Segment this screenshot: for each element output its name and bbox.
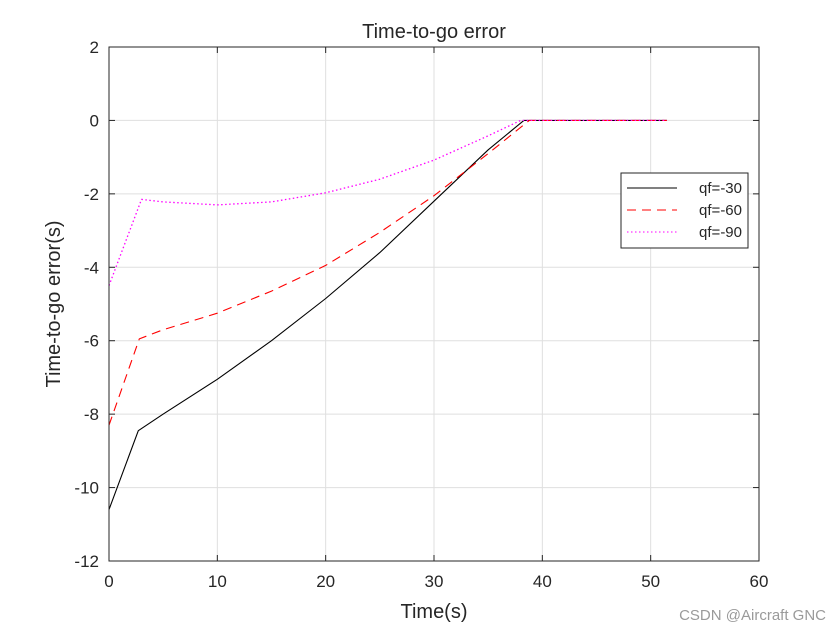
y-tick-label: -12 [74, 552, 99, 571]
x-tick-label: 40 [533, 572, 552, 591]
x-tick-label: 60 [750, 572, 769, 591]
x-axis-title: Time(s) [400, 601, 467, 623]
y-tick-label: -8 [84, 405, 99, 424]
y-axis-title: Time-to-go error(s) [43, 220, 65, 387]
x-tick-label: 10 [208, 572, 227, 591]
y-tick-label: 2 [90, 38, 99, 57]
chart-title: Time-to-go error [362, 21, 506, 43]
watermark: CSDN @Aircraft GNC [679, 607, 826, 624]
y-tick-label: -4 [84, 258, 99, 277]
y-tick-label: -2 [84, 185, 99, 204]
y-tick-label: 0 [90, 111, 99, 130]
legend: qf=-30 qf=-60 qf=-90 [620, 172, 749, 249]
x-tick-label: 20 [316, 572, 335, 591]
axis-ticks: 0 10 20 30 40 50 60 -12 -10 -8 -6 -4 -2 0 2 [74, 38, 768, 591]
legend-label: qf=-60 [699, 202, 742, 219]
grid-lines [109, 47, 759, 561]
series-lines [108, 119, 667, 510]
y-tick-label: -6 [84, 332, 99, 351]
y-tick-label: -10 [74, 479, 99, 498]
x-tick-label: 30 [425, 572, 444, 591]
x-tick-label: 0 [104, 572, 113, 591]
series-line-3 [108, 119, 667, 286]
legend-label: qf=-30 [699, 180, 742, 197]
x-tick-label: 50 [641, 572, 660, 591]
series-line-2 [108, 119, 667, 426]
legend-label: qf=-90 [699, 224, 742, 241]
